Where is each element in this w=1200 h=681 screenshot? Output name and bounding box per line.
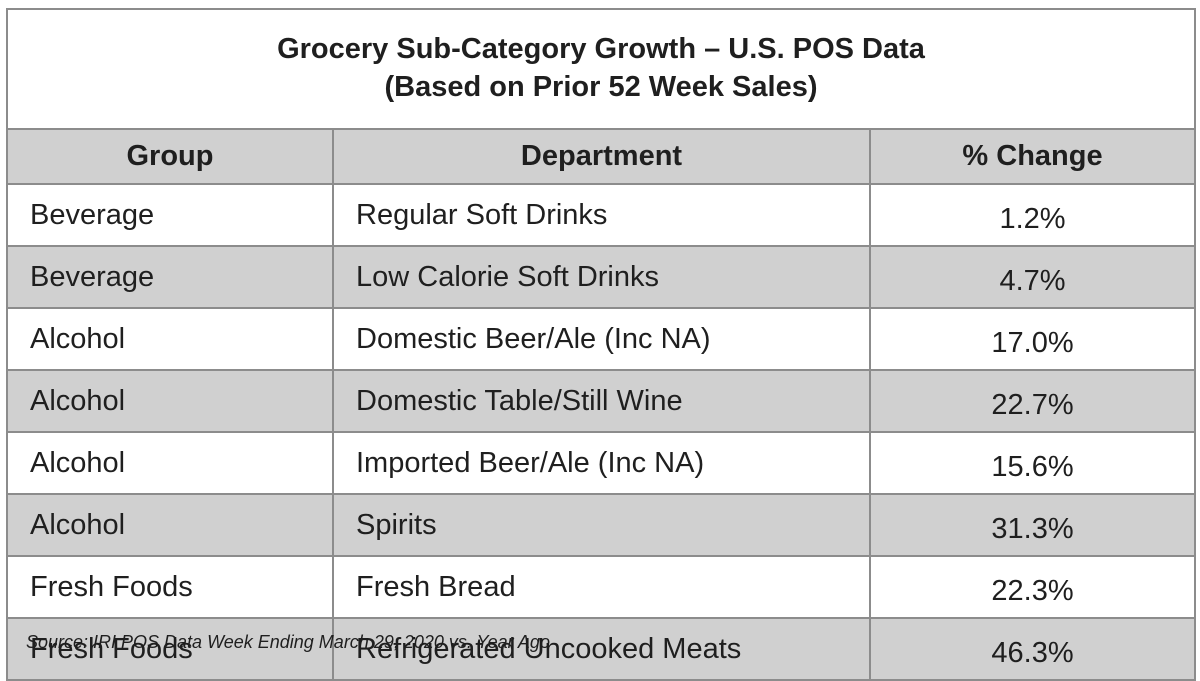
change-cell: 22.7% xyxy=(869,369,1196,433)
department-cell: Imported Beer/Ale (Inc NA) xyxy=(332,431,871,495)
department-cell: Domestic Table/Still Wine xyxy=(332,369,871,433)
change-cell: 15.6% xyxy=(869,431,1196,495)
department-cell: Fresh Bread xyxy=(332,555,871,619)
department-cell: Low Calorie Soft Drinks xyxy=(332,245,871,309)
department-cell: Spirits xyxy=(332,493,871,557)
table-row: Alcohol Imported Beer/Ale (Inc NA) 15.6% xyxy=(6,431,1196,495)
source-note: Source: IRI POS Data Week Ending March 2… xyxy=(26,632,550,652)
group-cell: Fresh Foods xyxy=(6,555,334,619)
table-row: Beverage Low Calorie Soft Drinks 4.7% xyxy=(6,245,1196,309)
group-cell: Beverage xyxy=(6,183,334,247)
department-cell: Refrigerated Uncooked Meats xyxy=(332,617,871,681)
group-cell: Alcohol xyxy=(6,431,334,495)
group-cell: Fresh Foods xyxy=(6,617,334,681)
table-row: Fresh Foods Fresh Bread 22.3% xyxy=(6,555,1196,619)
column-header-change: % Change xyxy=(869,128,1196,185)
table-title: Grocery Sub-Category Growth – U.S. POS D… xyxy=(277,33,925,65)
change-cell: 1.2% xyxy=(869,183,1196,247)
growth-table: Grocery Sub-Category Growth – U.S. POS D… xyxy=(6,8,1196,681)
table-title-cell: Grocery Sub-Category Growth – U.S. POS D… xyxy=(6,8,1196,130)
growth-table-container: Grocery Sub-Category Growth – U.S. POS D… xyxy=(6,8,1196,681)
table-row: Alcohol Domestic Table/Still Wine 22.7% xyxy=(6,369,1196,433)
department-cell: Domestic Beer/Ale (Inc NA) xyxy=(332,307,871,371)
group-cell: Alcohol xyxy=(6,307,334,371)
group-cell: Beverage xyxy=(6,245,334,309)
change-cell: 4.7% xyxy=(869,245,1196,309)
change-cell: 17.0% xyxy=(869,307,1196,371)
change-cell: 46.3% xyxy=(869,617,1196,681)
table-row: Alcohol Domestic Beer/Ale (Inc NA) 17.0% xyxy=(6,307,1196,371)
table-subtitle: (Based on Prior 52 Week Sales) xyxy=(384,71,818,103)
column-header-group: Group xyxy=(6,128,334,185)
column-header-department: Department xyxy=(332,128,871,185)
table-row: Beverage Regular Soft Drinks 1.2% xyxy=(6,183,1196,247)
table-row: Alcohol Spirits 31.3% xyxy=(6,493,1196,557)
group-cell: Alcohol xyxy=(6,369,334,433)
change-cell: 31.3% xyxy=(869,493,1196,557)
group-cell: Alcohol xyxy=(6,493,334,557)
department-cell: Regular Soft Drinks xyxy=(332,183,871,247)
change-cell: 22.3% xyxy=(869,555,1196,619)
table-row: Fresh Foods Refrigerated Uncooked Meats … xyxy=(6,617,1196,681)
